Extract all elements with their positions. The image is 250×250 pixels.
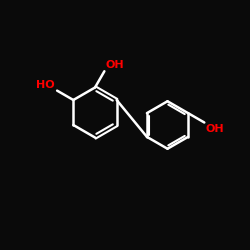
Text: HO: HO xyxy=(36,80,55,90)
Text: OH: OH xyxy=(106,60,124,70)
Text: OH: OH xyxy=(206,124,224,134)
